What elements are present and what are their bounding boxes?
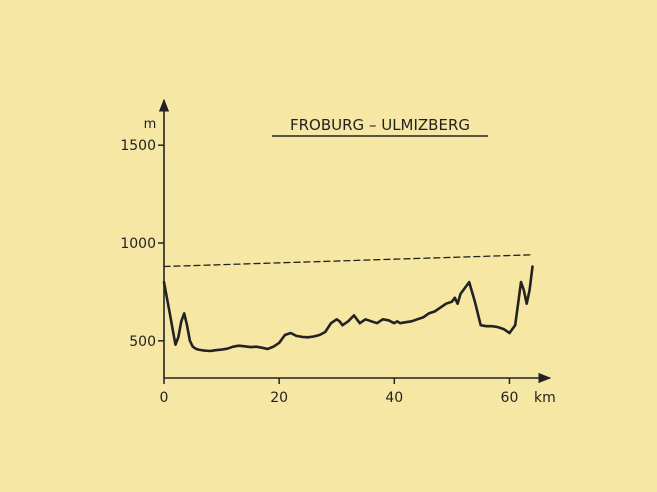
x-tick-label: 60 [501,390,519,406]
chart-title: FROBURG – ULMIZBERG [290,116,470,134]
x-tick-label: 40 [385,390,403,406]
x-ticks-group: 0 20 40 60 [160,378,519,406]
x-tick-label: 0 [160,390,169,406]
elevation-profile-line [162,265,534,353]
y-tick-label: 1000 [120,236,156,252]
y-ticks-group: 500 1000 1500 [120,138,164,350]
y-tick-label: 500 [129,334,156,350]
series-group [162,254,534,353]
x-tick-label: 20 [270,390,288,406]
y-axis-unit: m [144,117,157,132]
y-tick-label: 1500 [120,138,156,154]
x-axis-unit: km [534,390,556,406]
reference-dashed-line [163,254,534,268]
